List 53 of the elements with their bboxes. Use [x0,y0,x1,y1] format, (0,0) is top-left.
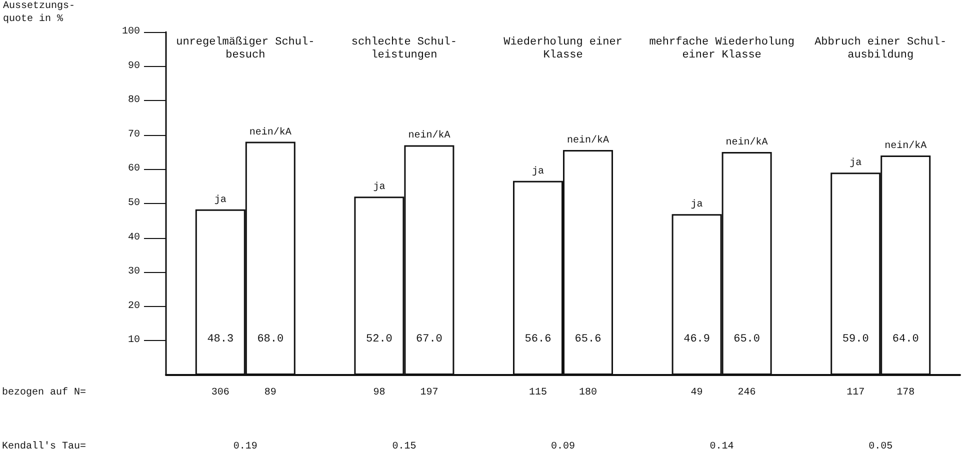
text: 197 [420,388,438,398]
text: ja [532,166,544,178]
y-tick-label: 20 [128,300,140,312]
y-tick-label: 60 [128,164,140,175]
y-tick-label: 90 [128,60,140,72]
text: 180 [578,388,598,398]
text: nein/kA [726,138,768,149]
text: 246 [738,388,756,398]
data-label: 59.0 [842,334,869,346]
text: 115 [528,388,548,398]
x-tick-label: Abbruch einer Schul- ausbildung [814,36,947,62]
y-tick-label: 80 [128,95,140,106]
text: 89 [264,388,276,398]
data-label: 67.0 [416,334,442,346]
text: 0.14 [710,442,734,452]
data-label: 46.9 [684,334,710,346]
text: 98 [373,388,386,398]
series-label: nein/kA [249,126,292,138]
text: nein/kA [408,130,450,142]
text: 178 [896,388,915,398]
data-label: 48.3 [207,334,234,346]
y-tick-label: 100 [122,26,140,38]
text: ja [850,158,862,170]
series-label: ja [214,194,226,206]
text: 117 [846,388,865,398]
text: ja [373,182,386,194]
text: Kendall's Tau= [2,440,86,452]
y-tick-label: 50 [128,198,140,209]
text: ja [690,200,703,211]
x-tick-label: Wiederholung einer Klasse [504,36,622,62]
text: 0.05 [868,442,893,452]
text: 0.09 [550,442,576,452]
y-tick-label: 30 [128,266,140,278]
x-tick-label: unregelmäßiger Schul- besuch [176,36,315,62]
text: bezogen auf N= [2,386,86,398]
data-label: 68.0 [257,334,284,346]
text: 306 [211,388,230,398]
y-tick-label: 10 [128,335,140,346]
y-axis-title: Aussetzungs- quote in % [3,1,76,25]
data-label: 65.0 [734,334,760,346]
text: 0.15 [392,442,416,452]
y-tick-label: 40 [128,232,140,244]
data-label: 64.0 [892,334,919,346]
text: 49 [690,388,703,398]
x-tick-label: schlechte Schul- leistungen [351,36,458,62]
text: 0.19 [233,442,258,452]
text: nein/kA [884,140,927,152]
x-tick-label: mehrfache Wiederholung einer Klasse [649,36,794,62]
data-label: 56.6 [524,334,552,346]
y-tick-label: 70 [128,129,140,140]
data-label: 65.6 [574,334,602,346]
data-label: 52.0 [366,334,392,346]
text: nein/kA [566,135,610,146]
